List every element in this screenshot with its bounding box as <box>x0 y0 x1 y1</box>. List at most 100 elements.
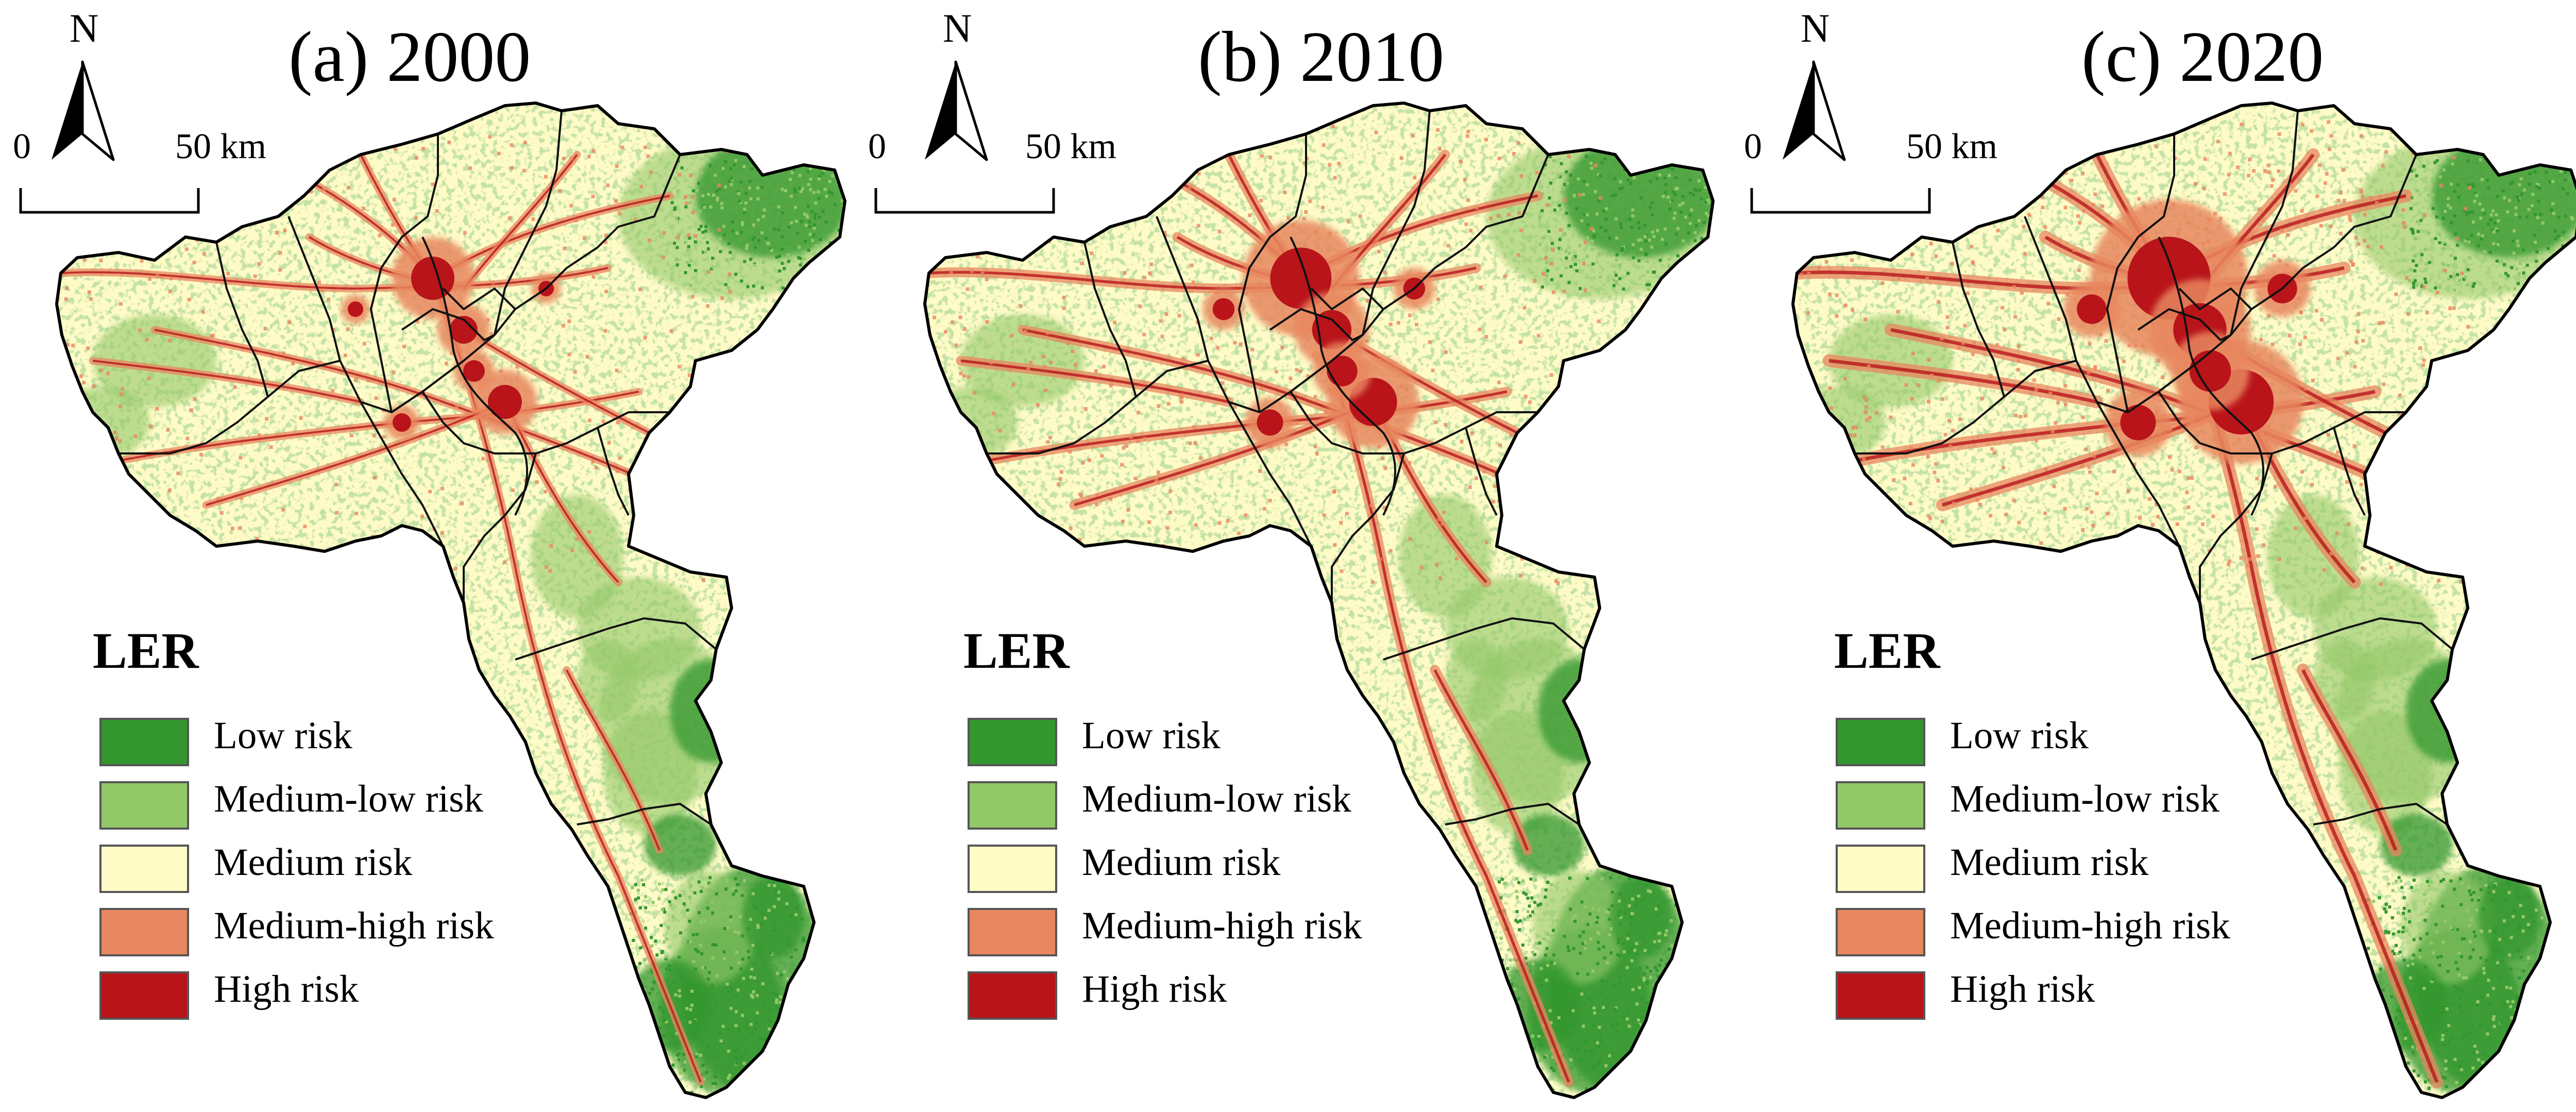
legend-label-medium-high: Medium-high risk <box>1082 904 1362 947</box>
panel-title: (b) 2010 <box>1198 17 1445 97</box>
legend-title: LER <box>1834 622 1940 679</box>
county-boundary <box>421 154 681 393</box>
legend-swatch-medium-high <box>1836 908 1925 956</box>
county-boundary <box>1228 401 1312 547</box>
county-boundary <box>1290 154 1549 393</box>
legend-swatch-medium-high <box>99 908 189 956</box>
county-boundary <box>1238 134 1307 413</box>
legend-title: LER <box>93 622 199 679</box>
county-boundary <box>2199 453 2273 603</box>
county-boundary <box>1465 427 1498 516</box>
risk-map-2000 <box>19 60 846 1099</box>
county-boundary <box>1952 242 2005 397</box>
county-boundary <box>401 308 495 341</box>
county-boundary <box>1269 308 1363 341</box>
urban-core-high-risk <box>1327 356 1358 386</box>
county-boundary <box>2333 427 2366 516</box>
legend-label-medium: Medium risk <box>1950 841 2149 884</box>
county-boundary <box>215 242 269 397</box>
scale-bar <box>19 188 200 214</box>
legend-label-medium: Medium risk <box>1082 841 1281 884</box>
county-boundary <box>1083 242 1137 397</box>
county-boundary <box>2158 154 2417 393</box>
county-boundary <box>1383 617 1585 661</box>
legend-swatch-low <box>968 718 1057 766</box>
legend-swatch-medium-low <box>968 781 1057 830</box>
legend-label-low: Low risk <box>214 714 352 757</box>
legend-label-high: High risk <box>1082 968 1227 1010</box>
legend-label-medium-low: Medium-low risk <box>214 778 483 820</box>
map-panel-2020: (c) 2020 N 0 50 km LER Low risk Medium-l… <box>1736 0 2576 1112</box>
scale-end-label: 50 km <box>175 127 266 166</box>
urban-core-high-risk <box>1257 409 1283 436</box>
scale-end-label: 50 km <box>1025 127 1116 166</box>
county-boundary <box>370 134 439 413</box>
scale-bar <box>874 188 1055 214</box>
legend-swatch-high <box>1836 971 1925 1020</box>
legend-swatch-low <box>99 718 189 766</box>
legend-label-medium-high: Medium-high risk <box>214 904 494 947</box>
legend-label-high: High risk <box>1950 968 2095 1010</box>
county-boundary <box>2096 401 2180 547</box>
study-area-outline <box>1791 102 2576 1099</box>
urban-core-high-risk <box>450 316 478 344</box>
risk-map-2020 <box>1750 60 2576 1099</box>
county-boundary <box>1331 453 1405 603</box>
urban-core-high-risk <box>1212 298 1235 321</box>
urban-core-high-risk <box>2189 350 2231 392</box>
legend-swatch-medium-high <box>968 908 1057 956</box>
county-boundary <box>515 617 717 661</box>
map-panel-2010: (b) 2010 N 0 50 km LER Low risk Medium-l… <box>868 0 1734 1112</box>
panel-title: (c) 2020 <box>2081 17 2324 97</box>
scale-bar <box>1750 188 1931 214</box>
urban-core-high-risk <box>348 301 363 317</box>
county-boundary <box>360 401 444 547</box>
north-label: N <box>70 6 99 50</box>
scale-zero-label: 0 <box>868 127 886 166</box>
legend-label-medium-low: Medium-low risk <box>1950 778 2219 820</box>
north-label: N <box>943 6 972 50</box>
county-boundary <box>2313 803 2448 825</box>
legend-label-medium: Medium risk <box>214 841 413 884</box>
north-arrow-icon <box>1783 60 1846 161</box>
urban-core-high-risk <box>393 413 411 432</box>
north-arrow-icon <box>925 60 988 161</box>
urban-core-high-risk <box>463 360 485 382</box>
study-area-outline <box>923 102 1715 1099</box>
north-label: N <box>1801 6 1830 50</box>
county-boundary <box>1855 360 2077 454</box>
north-arrow-icon <box>52 60 115 161</box>
legend-swatch-medium <box>99 845 189 893</box>
county-boundary <box>1445 803 1580 825</box>
county-boundary <box>597 427 630 516</box>
scale-zero-label: 0 <box>1744 127 1762 166</box>
river-line <box>1290 237 1397 516</box>
urban-core-high-risk <box>2077 294 2107 324</box>
county-boundary <box>118 360 341 454</box>
legend-title: LER <box>963 622 1070 679</box>
legend-label-medium-low: Medium-low risk <box>1082 778 1351 820</box>
urban-core-high-risk <box>1312 310 1352 350</box>
legend-label-low: Low risk <box>1082 714 1221 757</box>
panel-title: (a) 2000 <box>289 17 531 97</box>
urban-core-high-risk <box>488 385 522 419</box>
scale-zero-label: 0 <box>13 127 31 166</box>
legend-label-medium-high: Medium-high risk <box>1950 904 2230 947</box>
legend-swatch-medium-low <box>99 781 189 830</box>
county-boundary <box>2178 288 2252 310</box>
legend-swatch-high <box>968 971 1057 1020</box>
county-boundary <box>442 288 516 310</box>
county-boundary <box>2251 617 2453 661</box>
legend-swatch-high <box>99 971 189 1020</box>
county-boundary <box>463 453 537 603</box>
legend-label-high: High risk <box>214 968 359 1010</box>
scale-end-label: 50 km <box>1906 127 1997 166</box>
study-area-outline <box>55 102 846 1099</box>
legend-swatch-medium <box>968 845 1057 893</box>
legend-swatch-medium-low <box>1836 781 1925 830</box>
risk-map-2010 <box>874 60 1715 1099</box>
county-boundary <box>577 803 712 825</box>
river-line <box>2158 237 2265 516</box>
river-line <box>421 237 529 516</box>
map-panel-2000: (a) 2000 N 0 50 km LER Low risk Medium-l… <box>0 0 866 1112</box>
